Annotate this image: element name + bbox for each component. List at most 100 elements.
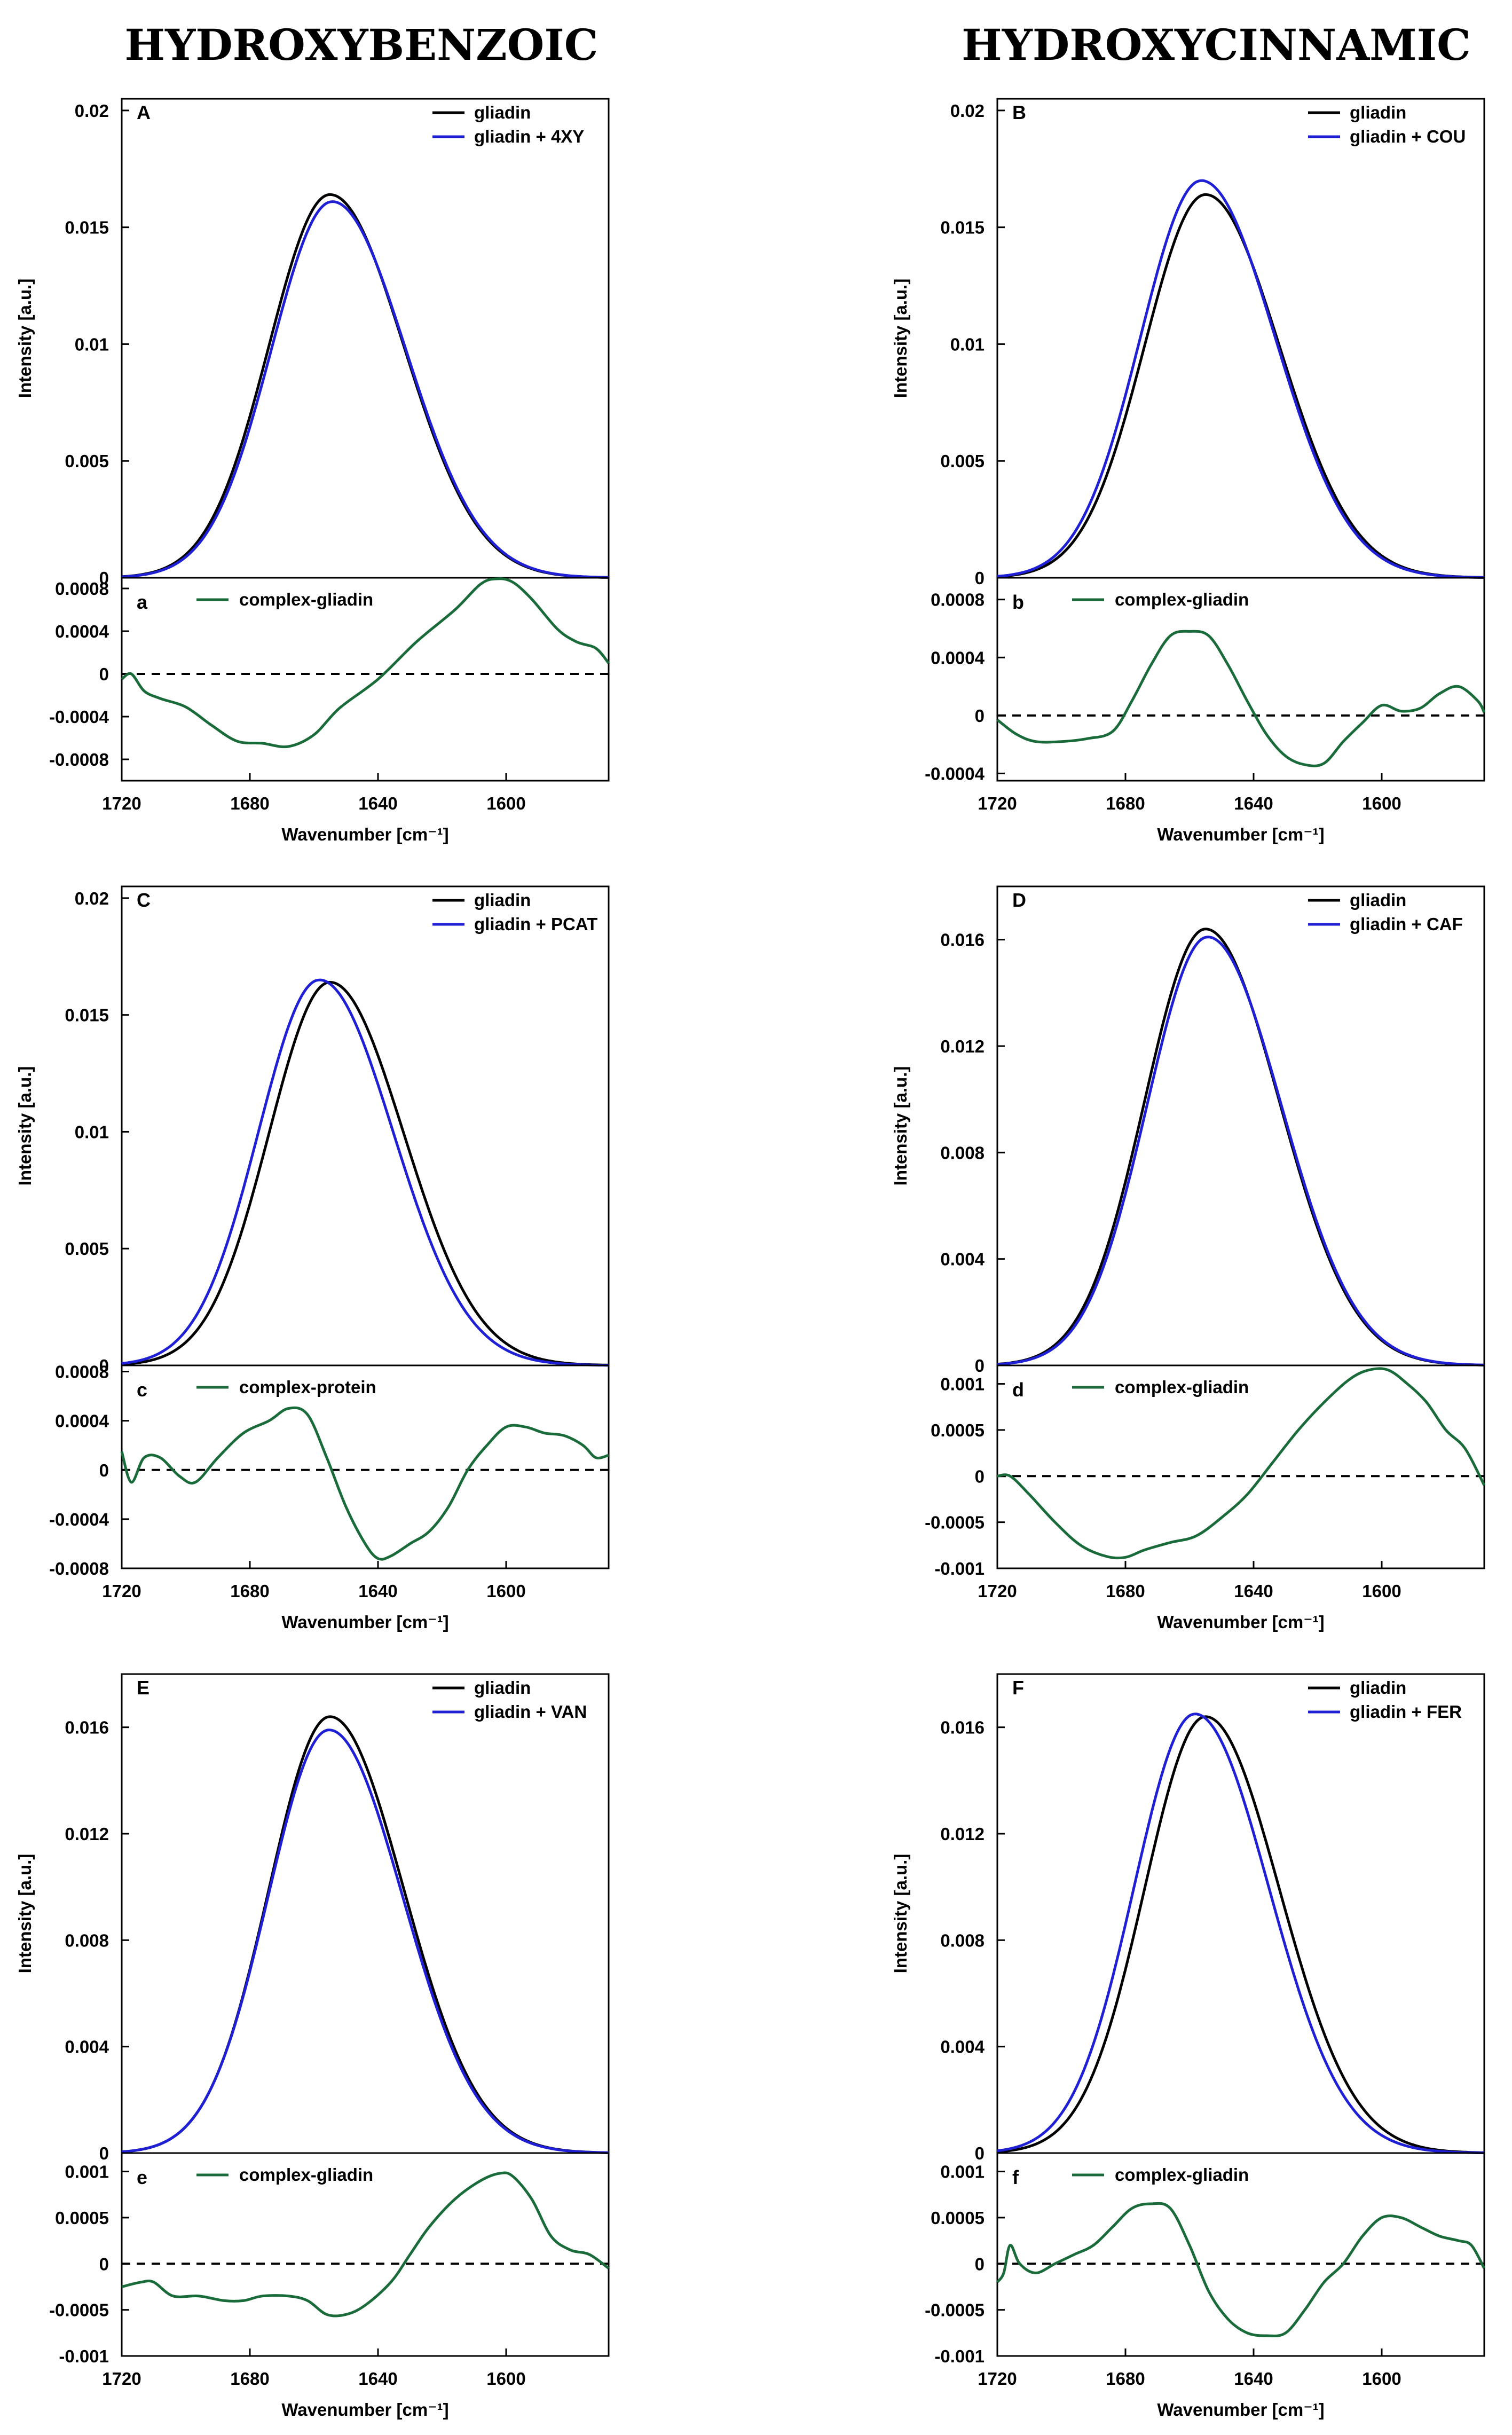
x-tick-label: 1720 <box>102 2369 141 2389</box>
x-tick-label: 1680 <box>1106 1581 1145 1601</box>
y-tick-label-top: 0.016 <box>940 1718 985 1738</box>
series-complex <box>121 200 609 579</box>
legend-label: gliadin <box>1350 890 1406 910</box>
series-complex <box>997 179 1485 579</box>
series-gliadin <box>121 193 609 579</box>
x-tick-label: 1680 <box>1106 2369 1145 2389</box>
column-title-hydroxybenzoic: HYDROXYBENZOIC <box>125 20 598 70</box>
y-tick-label-bottom: 0.0004 <box>55 1411 109 1431</box>
y-tick-label-top: 0.004 <box>940 2037 985 2057</box>
y-tick-label-bottom: 0.001 <box>940 1374 985 1394</box>
series-complex <box>121 978 609 1367</box>
x-tick-label: 1720 <box>978 794 1017 813</box>
y-tick-label-top: 0.004 <box>65 2037 109 2057</box>
y-tick-label-bottom: 0.0008 <box>55 579 109 599</box>
legend-label: gliadin + 4XY <box>474 127 584 146</box>
x-axis-label: Wavenumber [cm⁻¹] <box>1157 2400 1324 2420</box>
plot-frame-bottom <box>996 577 1485 782</box>
legend-label: gliadin + VAN <box>474 1702 587 1722</box>
plot-frame-top <box>996 1673 1485 2154</box>
series-difference <box>120 1406 609 1561</box>
x-axis-label: Wavenumber [cm⁻¹] <box>281 1612 448 1632</box>
y-tick-label-top: 0.004 <box>940 1250 985 1269</box>
series-difference <box>996 2202 1486 2337</box>
y-tick-label-bottom: -0.0005 <box>925 1513 985 1533</box>
y-tick-label-top: 0.012 <box>940 1036 985 1056</box>
y-axis-label: Intensity [a.u.] <box>15 1066 35 1186</box>
panel-label-bottom: f <box>1012 2166 1019 2188</box>
legend-label: gliadin <box>1350 103 1406 122</box>
y-tick-label-bottom: 0 <box>975 2254 985 2274</box>
series-complex <box>997 1713 1485 2155</box>
y-tick-label-bottom: -0.001 <box>59 2346 109 2366</box>
legend-label: gliadin <box>474 103 531 122</box>
series-gliadin <box>997 193 1485 579</box>
y-tick-label-top: 0.012 <box>940 1824 985 1844</box>
x-tick-label: 1600 <box>486 2369 525 2389</box>
x-axis-label: Wavenumber [cm⁻¹] <box>281 2400 448 2420</box>
series-gliadin <box>121 980 609 1366</box>
panel-label-bottom: a <box>137 591 148 613</box>
x-axis-label: Wavenumber [cm⁻¹] <box>1157 1612 1324 1632</box>
x-tick-label: 1680 <box>1106 794 1145 813</box>
y-tick-label-bottom: 0 <box>975 1466 985 1486</box>
y-tick-label-top: 0.015 <box>65 1006 109 1025</box>
x-tick-label: 1600 <box>1362 2369 1401 2389</box>
y-tick-label-bottom: 0.0005 <box>931 2208 985 2228</box>
y-tick-label-top: 0.005 <box>65 1239 109 1259</box>
series-difference <box>997 1367 1486 1560</box>
legend-label: gliadin <box>1350 1678 1406 1698</box>
legend-label-difference: complex-gliadin <box>1115 1377 1249 1397</box>
y-tick-label-bottom: 0.0008 <box>55 1362 109 1382</box>
legend-label-difference: complex-protein <box>239 1377 376 1397</box>
x-tick-label: 1600 <box>1362 794 1401 813</box>
legend-label-difference: complex-gliadin <box>239 590 373 609</box>
y-tick-label-top: 0.02 <box>75 889 109 908</box>
x-tick-label: 1680 <box>230 794 269 813</box>
plot-frame-bottom <box>996 1364 1485 1569</box>
plot-frame-top <box>996 885 1485 1366</box>
panel-d: 0 0.004 0.008 0.012 0.016 D gliadin gliadin + C… <box>891 885 1486 1632</box>
y-tick-label-top: 0.016 <box>65 1718 109 1738</box>
y-tick-label-bottom: -0.0005 <box>49 2300 109 2320</box>
y-axis-label: Intensity [a.u.] <box>891 1066 910 1186</box>
column-title-hydroxycinnamic: HYDROXYCINNAMIC <box>962 20 1471 70</box>
legend-label-difference: complex-gliadin <box>1115 590 1249 609</box>
panel-label-top: A <box>137 101 151 123</box>
panel-f: 0 0.004 0.008 0.012 0.016 F gliadin gliadin + F… <box>891 1673 1486 2420</box>
legend-label: gliadin <box>474 890 531 910</box>
y-tick-label-bottom: 0.0005 <box>55 2208 109 2228</box>
y-tick-label-bottom: -0.0005 <box>925 2300 985 2320</box>
y-tick-label-top: 0.01 <box>75 1122 109 1142</box>
legend-label-difference: complex-gliadin <box>239 2165 373 2185</box>
y-tick-label-bottom: 0.0005 <box>931 1420 985 1440</box>
y-tick-label-top: 0 <box>975 2143 985 2163</box>
x-tick-label: 1720 <box>102 794 141 813</box>
y-axis-label: Intensity [a.u.] <box>891 279 910 398</box>
y-tick-label-top: 0.01 <box>950 334 985 354</box>
y-tick-label-bottom: 0.001 <box>65 2162 109 2182</box>
x-tick-label: 1640 <box>358 2369 397 2389</box>
series-difference <box>121 577 610 749</box>
plot-frame-bottom <box>996 2152 1485 2357</box>
panel-label-top: B <box>1012 101 1026 123</box>
series-difference <box>996 630 1486 767</box>
legend-label: gliadin + PCAT <box>474 914 597 934</box>
x-tick-label: 1640 <box>358 794 397 813</box>
legend-label: gliadin <box>474 1678 531 1698</box>
y-tick-label-top: 0.008 <box>940 1143 985 1162</box>
y-tick-label-top: 0.01 <box>75 334 109 354</box>
x-tick-label: 1680 <box>230 1581 269 1601</box>
x-tick-label: 1720 <box>978 1581 1017 1601</box>
x-tick-label: 1720 <box>978 2369 1017 2389</box>
plot-frame-top <box>121 885 610 1366</box>
y-tick-label-top: 0.008 <box>65 1930 109 1950</box>
y-tick-label-bottom: 0 <box>99 664 109 684</box>
panel-label-bottom: e <box>137 2166 147 2188</box>
y-tick-label-top: 0.016 <box>940 930 985 950</box>
